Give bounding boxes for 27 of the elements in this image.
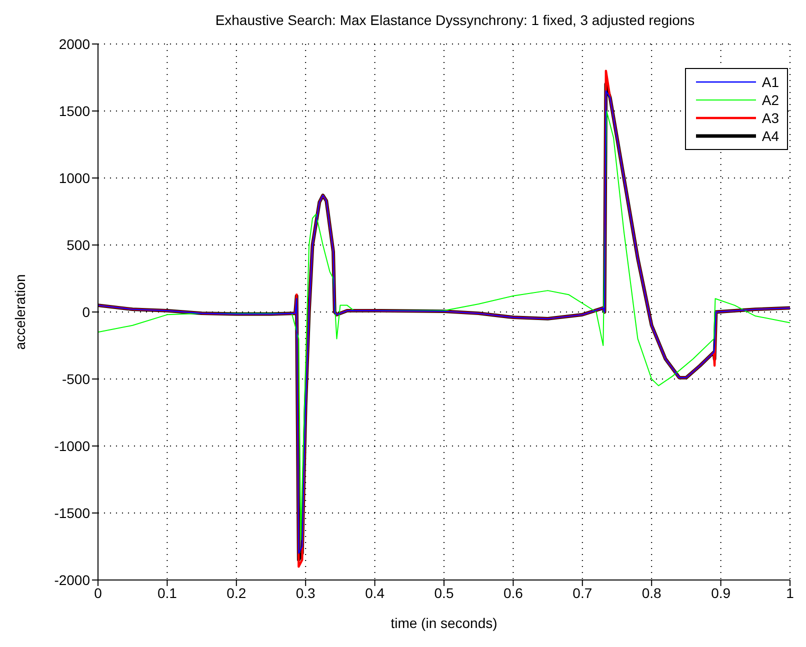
y-tick-label: -1000 — [54, 438, 90, 454]
y-tick-label: 1500 — [58, 102, 90, 119]
chart-title: Exhaustive Search: Max Elastance Dyssynchrony: 1 fixed, 3 adjusted regions — [214, 12, 696, 28]
x-tick-label: 0.5 — [434, 584, 454, 601]
y-tick-label: -2000 — [54, 572, 90, 588]
legend-label: A2 — [762, 92, 779, 108]
x-tick-label: 0.9 — [711, 584, 731, 601]
x-axis-title: time (in seconds) — [390, 615, 498, 631]
x-tick-label: 0.6 — [503, 584, 524, 601]
x-tick-label: 0.1 — [157, 584, 178, 601]
x-tick-label: 0 — [94, 584, 102, 601]
y-tick-label: -1500 — [54, 504, 90, 521]
y-tick-label: 1000 — [58, 170, 90, 186]
legend-label: A4 — [762, 128, 779, 144]
x-tick-label: 0.2 — [226, 584, 246, 601]
y-tick-label: 2000 — [58, 36, 90, 52]
y-tick-label: -500 — [62, 370, 90, 387]
legend-label: A3 — [762, 110, 779, 126]
legend-label: A1 — [762, 74, 779, 90]
x-tick-label: 0.4 — [365, 584, 385, 601]
y-tick-label: 0 — [82, 304, 90, 320]
x-tick-label: 0.8 — [642, 584, 662, 601]
x-tick-label: 1 — [786, 584, 794, 601]
y-tick-label: 500 — [66, 236, 90, 253]
y-axis-title: acceleration — [12, 274, 28, 350]
x-tick-label: 0.3 — [296, 584, 316, 601]
x-tick-label: 0.7 — [572, 584, 592, 601]
